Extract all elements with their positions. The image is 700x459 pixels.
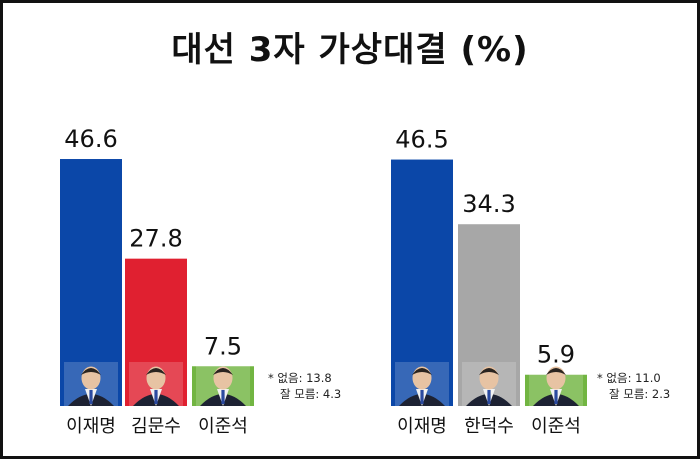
person-photo-icon bbox=[462, 362, 516, 406]
value-label: 7.5 bbox=[204, 332, 242, 360]
category-label: 이재명 bbox=[66, 416, 116, 437]
footnote-none: * 없음: 13.8 bbox=[268, 371, 332, 385]
person-photo-icon bbox=[64, 362, 118, 406]
value-label: 34.3 bbox=[462, 190, 515, 218]
chart-title: 대선 3자 가상대결 (%) bbox=[171, 30, 529, 70]
category-label: 김문수 bbox=[131, 416, 181, 437]
category-label: 이재명 bbox=[397, 416, 447, 437]
bar-1-1 bbox=[60, 159, 122, 406]
footnote-unknown: 잘 모름: 4.3 bbox=[280, 387, 341, 401]
value-label: 46.5 bbox=[395, 126, 448, 154]
bar-2-1 bbox=[391, 159, 453, 406]
footnote-none: * 없음: 11.0 bbox=[597, 371, 661, 385]
category-label: 한덕수 bbox=[464, 416, 514, 437]
person-photo-icon bbox=[395, 362, 449, 406]
person-photo-icon bbox=[196, 362, 250, 406]
category-label: 이준석 bbox=[531, 416, 581, 437]
person-photo-icon bbox=[129, 362, 183, 406]
footnote-unknown: 잘 모름: 2.3 bbox=[609, 387, 670, 401]
category-label: 이준석 bbox=[198, 416, 248, 437]
value-label: 27.8 bbox=[129, 225, 182, 253]
value-label: 46.6 bbox=[64, 125, 117, 153]
value-label: 5.9 bbox=[537, 341, 575, 369]
person-photo-icon bbox=[529, 362, 583, 406]
